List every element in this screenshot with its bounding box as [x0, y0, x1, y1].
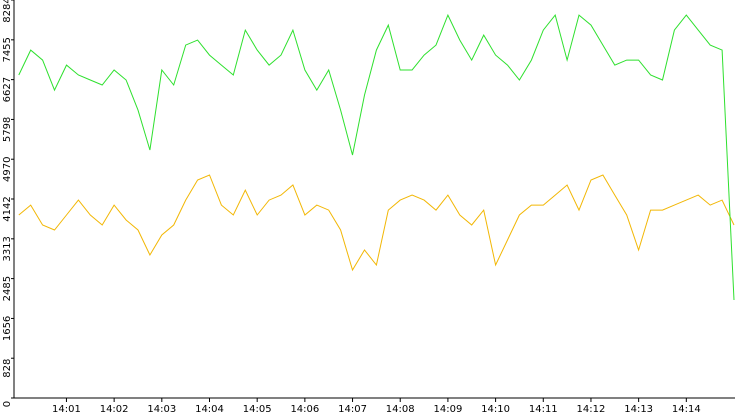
y-tick-label: 1656 [2, 316, 13, 341]
y-tick-label: 8284 [2, 0, 13, 23]
x-tick-label: 14:09 [433, 404, 462, 415]
x-tick-label: 14:13 [624, 404, 653, 415]
y-tick-label: 4970 [2, 156, 13, 181]
x-tick-label: 14:06 [290, 404, 319, 415]
x-tick-label: 14:01 [52, 404, 81, 415]
y-tick-label: 7455 [2, 37, 13, 62]
x-tick-label: 14:14 [672, 404, 701, 415]
y-tick-label: 4142 [2, 196, 13, 221]
y-tick-label: 3313 [2, 236, 13, 261]
y-tick-label: 6627 [2, 77, 13, 102]
line-series [18, 174, 735, 272]
x-tick-label: 14:04 [195, 404, 224, 415]
x-tick-label: 14:02 [100, 404, 129, 415]
x-tick-label: 14:12 [577, 404, 606, 415]
line-series [18, 13, 735, 301]
x-tick-label: 14:08 [386, 404, 415, 415]
x-tick-label: 14:07 [338, 404, 367, 415]
x-tick-label: 14:10 [481, 404, 510, 415]
y-tick-label: 828 [2, 359, 13, 378]
y-tick-label: 0 [2, 401, 13, 407]
x-tick-label: 14:11 [529, 404, 558, 415]
y-tick-label: 5798 [2, 117, 13, 142]
y-tick-label: 2485 [2, 276, 13, 301]
x-tick-label: 14:05 [243, 404, 272, 415]
x-tick-label: 14:03 [147, 404, 176, 415]
